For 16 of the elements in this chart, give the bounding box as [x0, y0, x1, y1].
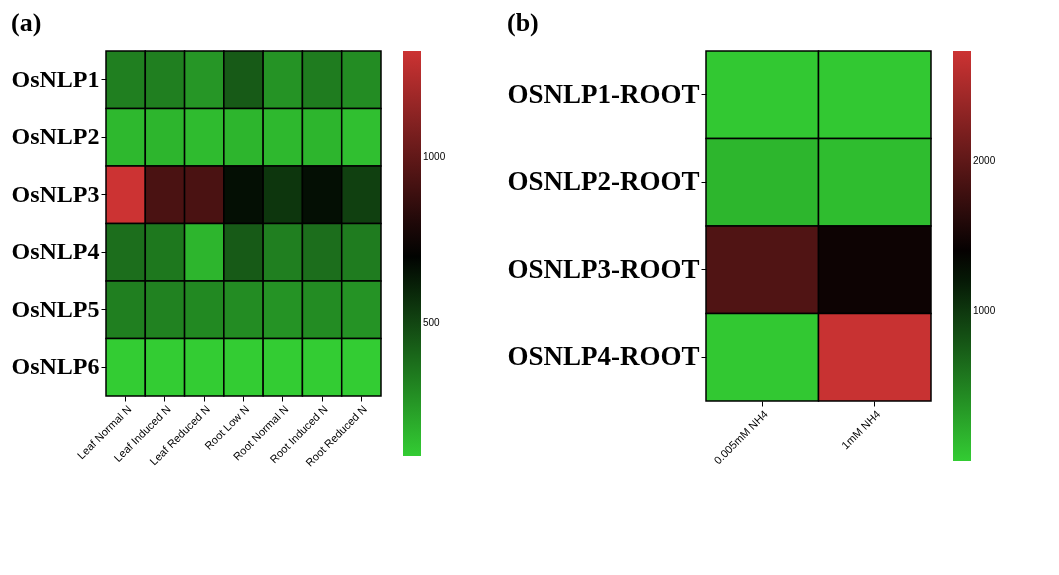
y-tick-label: OsNLP5	[11, 295, 100, 322]
y-tick-label: OSNLP4-ROOT	[507, 341, 700, 372]
y-tick-label: OsNLP2	[11, 123, 100, 150]
y-tick-label: OSNLP1-ROOT	[507, 78, 700, 109]
color-bar-label: 1000	[973, 304, 996, 316]
y-tick-label: OSNLP2-ROOT	[507, 166, 700, 197]
y-tick-label: OsNLP4	[11, 238, 100, 265]
y-tick-label: OSNLP3-ROOT	[507, 253, 700, 284]
chart-title: (b)	[506, 8, 539, 38]
color-bar-label: 500	[423, 317, 441, 329]
color-bar-label: 1000	[423, 151, 446, 163]
chart-title: (a)	[10, 8, 42, 38]
y-tick-label: OsNLP3	[11, 180, 100, 207]
y-tick-label: OsNLP6	[11, 353, 100, 380]
y-tick-label: OsNLP1	[11, 65, 100, 92]
color-bar-label: 2000	[973, 154, 996, 166]
